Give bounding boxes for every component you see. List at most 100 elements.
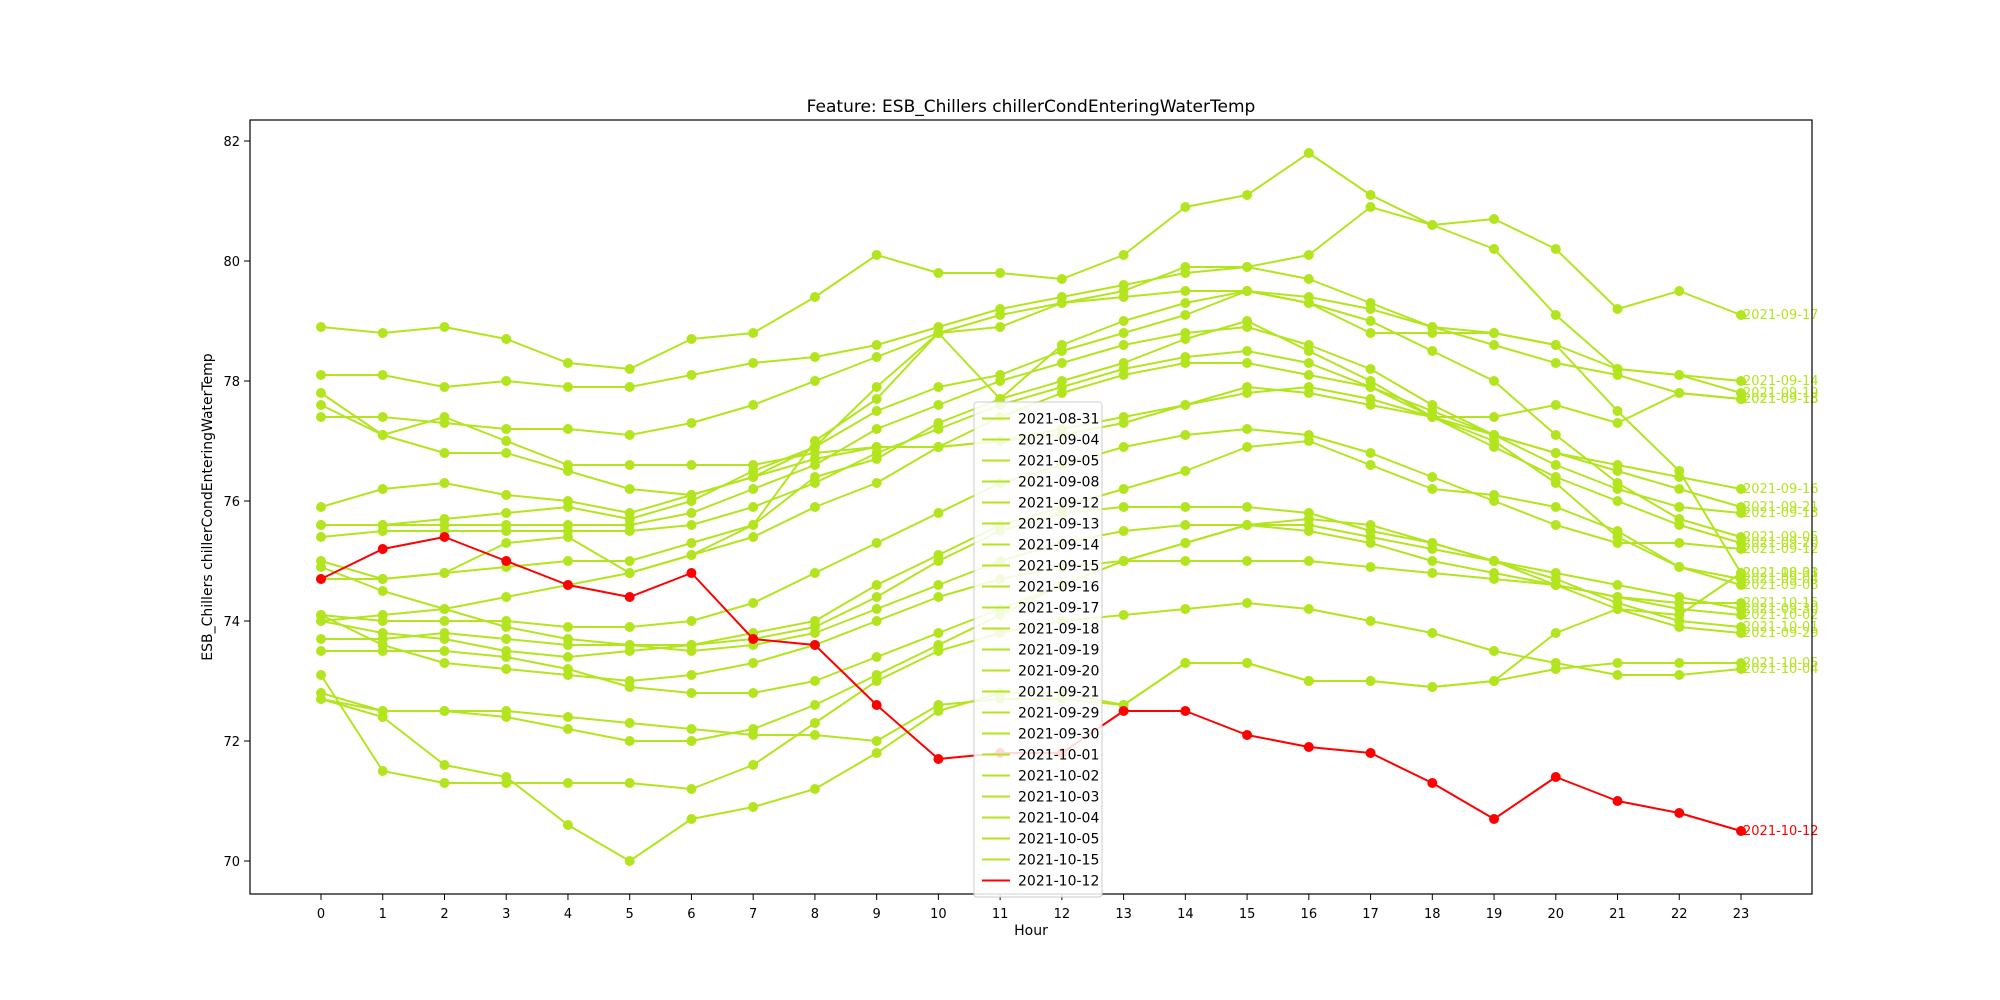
x-tick-label: 8 bbox=[811, 907, 819, 922]
data-point bbox=[439, 778, 450, 788]
data-point bbox=[995, 376, 1006, 386]
series-line bbox=[321, 266, 1742, 388]
data-point bbox=[809, 376, 820, 386]
data-point bbox=[1736, 568, 1746, 578]
data-point bbox=[439, 568, 450, 578]
data-point bbox=[1180, 400, 1191, 410]
data-point bbox=[501, 706, 512, 716]
data-point bbox=[1118, 286, 1129, 296]
data-point bbox=[1056, 388, 1067, 398]
legend-item: 2021-10-12 bbox=[982, 874, 1099, 890]
data-point bbox=[1736, 826, 1746, 836]
data-point bbox=[624, 484, 635, 494]
series-line bbox=[321, 326, 1742, 526]
data-point bbox=[624, 568, 635, 578]
y-tick-label: 74 bbox=[223, 615, 240, 630]
y-tick-label: 72 bbox=[223, 735, 240, 750]
data-point bbox=[1118, 418, 1129, 428]
data-point bbox=[1180, 262, 1191, 272]
data-point bbox=[871, 424, 882, 434]
data-point bbox=[1427, 220, 1438, 230]
series-end-label: 2021-09-14 bbox=[1743, 374, 1819, 389]
data-point bbox=[748, 532, 759, 542]
x-tick-label: 13 bbox=[1115, 907, 1132, 922]
legend-label: 2021-09-08 bbox=[1018, 475, 1099, 491]
data-point bbox=[686, 550, 697, 560]
data-point bbox=[1365, 202, 1376, 212]
legend-label: 2021-10-12 bbox=[1018, 874, 1099, 890]
data-point bbox=[871, 748, 882, 758]
data-point bbox=[1674, 670, 1685, 680]
data-point bbox=[871, 676, 882, 686]
data-point bbox=[748, 484, 759, 494]
data-point bbox=[1180, 202, 1191, 212]
data-point bbox=[1118, 610, 1129, 620]
data-point bbox=[1118, 484, 1129, 494]
series-end-label: 2021-09-29 bbox=[1743, 626, 1819, 641]
legend-label: 2021-09-20 bbox=[1018, 664, 1099, 680]
data-point bbox=[501, 622, 512, 632]
data-point bbox=[933, 442, 944, 452]
series-line bbox=[321, 320, 1742, 580]
data-point bbox=[809, 640, 820, 650]
data-point bbox=[439, 616, 450, 626]
legend-item: 2021-09-04 bbox=[982, 433, 1099, 449]
data-point bbox=[1736, 484, 1746, 494]
data-point bbox=[1736, 310, 1746, 320]
legend-item: 2021-09-21 bbox=[982, 685, 1099, 701]
data-point bbox=[686, 736, 697, 746]
data-point bbox=[1612, 538, 1623, 548]
data-point bbox=[316, 502, 326, 512]
data-point bbox=[933, 754, 944, 764]
data-point bbox=[1612, 364, 1623, 374]
data-point bbox=[1427, 322, 1438, 332]
data-point bbox=[933, 424, 944, 434]
data-point bbox=[1242, 388, 1253, 398]
series-end-label: 2021-09-21 bbox=[1743, 500, 1819, 515]
data-point bbox=[871, 352, 882, 362]
data-point bbox=[316, 532, 326, 542]
series-end-label: 2021-10-03 bbox=[1743, 566, 1819, 581]
data-point bbox=[377, 484, 388, 494]
data-point bbox=[1242, 658, 1253, 668]
data-point bbox=[624, 364, 635, 374]
x-tick-label: 3 bbox=[502, 907, 510, 922]
data-point bbox=[809, 628, 820, 638]
data-point bbox=[624, 430, 635, 440]
data-point bbox=[624, 640, 635, 650]
data-point bbox=[439, 532, 450, 542]
data-point bbox=[1365, 364, 1376, 374]
data-point bbox=[871, 736, 882, 746]
data-point bbox=[501, 652, 512, 662]
data-point bbox=[1674, 520, 1685, 530]
data-point bbox=[562, 622, 573, 632]
data-point bbox=[1489, 568, 1500, 578]
data-point bbox=[1489, 376, 1500, 386]
data-point bbox=[501, 508, 512, 518]
data-point bbox=[1365, 748, 1376, 758]
data-point bbox=[748, 688, 759, 698]
data-point bbox=[1674, 610, 1685, 620]
data-point bbox=[624, 622, 635, 632]
data-point bbox=[871, 340, 882, 350]
y-tick-label: 76 bbox=[223, 495, 240, 510]
data-point bbox=[1365, 382, 1376, 392]
series-end-label: 2021-09-17 bbox=[1743, 308, 1819, 323]
data-point bbox=[1736, 610, 1746, 620]
legend-label: 2021-09-18 bbox=[1018, 622, 1099, 638]
series-2021-09-17 bbox=[316, 148, 1746, 374]
x-tick-label: 11 bbox=[992, 907, 1009, 922]
data-point bbox=[1612, 484, 1623, 494]
data-point bbox=[439, 634, 450, 644]
data-point bbox=[1242, 442, 1253, 452]
data-point bbox=[748, 520, 759, 530]
data-point bbox=[809, 478, 820, 488]
x-tick-label: 17 bbox=[1362, 907, 1379, 922]
series-line bbox=[320, 152, 1742, 370]
data-point bbox=[562, 634, 573, 644]
data-point bbox=[562, 712, 573, 722]
legend-item: 2021-09-12 bbox=[982, 496, 1099, 512]
x-tick-label: 16 bbox=[1301, 907, 1318, 922]
data-point bbox=[933, 508, 944, 518]
